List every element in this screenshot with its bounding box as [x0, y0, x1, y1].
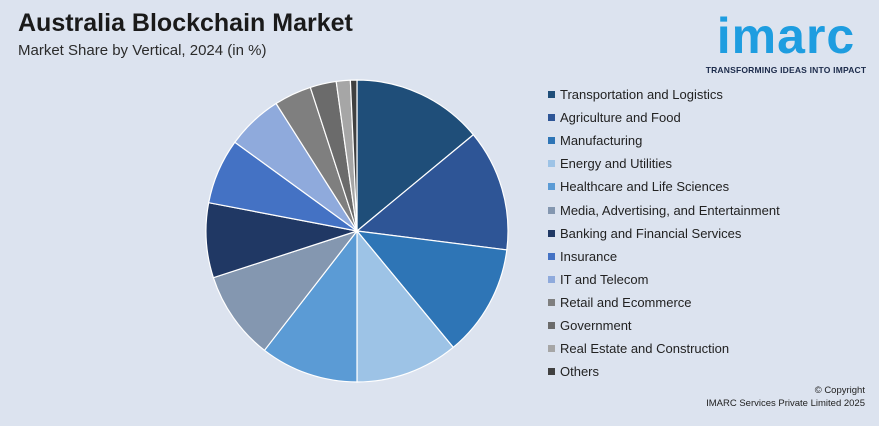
logo-wordmark: imarc: [716, 8, 856, 64]
legend-item: Agriculture and Food: [548, 106, 780, 129]
imarc-logo: imarc TRANSFORMING IDEAS INTO IMPACT: [700, 8, 872, 75]
legend-item: Media, Advertising, and Entertainment: [548, 198, 780, 221]
pie-slice-agriculture-and-food: [355, 133, 509, 251]
pie-slice-media-advertising-and-entertainment: [212, 229, 359, 352]
legend-label: Energy and Utilities: [560, 156, 672, 172]
legend-swatch: [548, 160, 555, 168]
pie-slice-healthcare-and-life-sciences: [263, 229, 358, 383]
legend-label: Transportation and Logistics: [560, 87, 723, 103]
legend-label: Real Estate and Construction: [560, 341, 730, 357]
legend-swatch: [548, 321, 555, 329]
chart-legend: Transportation and Logistics Agriculture …: [548, 83, 780, 383]
pie-slice-manufacturing: [355, 230, 508, 349]
legend-label: Insurance: [560, 248, 618, 264]
legend-swatch: [548, 91, 555, 99]
legend-swatch: [548, 345, 555, 353]
pie-slice-transportation-and-logistics: [356, 79, 475, 233]
legend-item: Government: [548, 314, 780, 337]
legend-swatch: [548, 137, 555, 145]
legend-item: Energy and Utilities: [548, 152, 780, 175]
legend-label: Banking and Financial Services: [560, 225, 742, 241]
legend-item: Insurance: [548, 245, 780, 268]
legend-item: IT and Telecom: [548, 268, 780, 291]
legend-swatch: [548, 368, 555, 376]
legend-item: Banking and Financial Services: [548, 222, 780, 245]
legend-item: Manufacturing: [548, 129, 780, 152]
legend-swatch: [548, 183, 555, 191]
copyright-line-2: IMARC Services Private Limited 2025: [706, 397, 865, 409]
copyright-line-1: © Copyright: [814, 385, 865, 396]
legend-swatch: [548, 114, 555, 122]
copyright-notice: © Copyright IMARC Services Private Limit…: [706, 385, 865, 410]
legend-item: Others: [548, 360, 780, 383]
legend-label: IT and Telecom: [560, 271, 649, 287]
pie-slice-energy-and-utilities: [356, 229, 455, 383]
legend-swatch: [548, 252, 555, 260]
pie-slice-others: [349, 79, 358, 232]
legend-label: Agriculture and Food: [560, 110, 681, 126]
legend-item: Real Estate and Construction: [548, 337, 780, 360]
logo-tagline: TRANSFORMING IDEAS INTO IMPACT: [705, 65, 867, 75]
legend-item: Transportation and Logistics: [548, 83, 780, 106]
legend-swatch: [548, 275, 555, 283]
legend-item: Healthcare and Life Sciences: [548, 175, 780, 198]
legend-item: Retail and Ecommerce: [548, 291, 780, 314]
chart-title: Australia Blockchain Market: [18, 9, 353, 37]
legend-swatch: [548, 298, 555, 306]
legend-swatch: [548, 229, 555, 237]
legend-label: Manufacturing: [560, 133, 643, 149]
legend-swatch: [548, 206, 555, 214]
chart-subtitle: Market Share by Vertical, 2024 (in %): [18, 42, 267, 59]
legend-label: Retail and Ecommerce: [560, 294, 692, 310]
legend-label: Healthcare and Life Sciences: [560, 179, 730, 195]
legend-label: Others: [560, 364, 600, 380]
legend-label: Media, Advertising, and Entertainment: [560, 202, 780, 218]
legend-label: Government: [560, 317, 632, 333]
